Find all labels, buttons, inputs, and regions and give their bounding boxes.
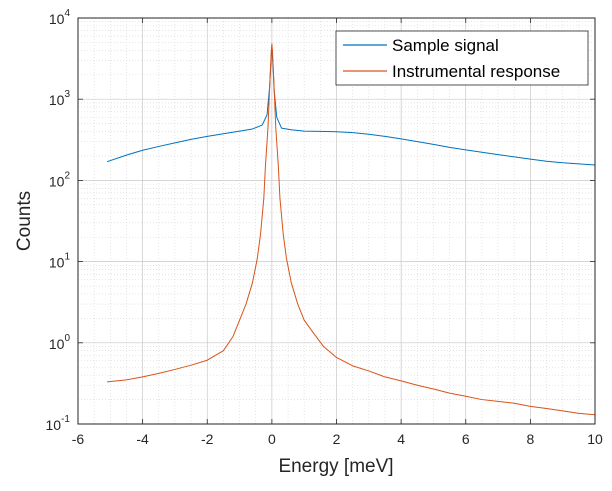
x-tick-label: 4 bbox=[397, 431, 405, 447]
y-tick-label: 103 bbox=[49, 89, 71, 108]
series-layer bbox=[106, 43, 596, 416]
x-tick-label: -2 bbox=[201, 431, 214, 447]
x-tick-label: 6 bbox=[462, 431, 470, 447]
x-tick-label: 8 bbox=[526, 431, 534, 447]
legend-label-sample-signal: Sample signal bbox=[392, 36, 499, 55]
series-line-instrumental-response bbox=[107, 43, 596, 416]
legend-box bbox=[335, 30, 589, 86]
y-tick-label: 104 bbox=[49, 8, 71, 27]
x-tick-label: 0 bbox=[268, 431, 276, 447]
x-axis-label: Energy [meV] bbox=[278, 456, 393, 477]
x-tick-label: -4 bbox=[136, 431, 149, 447]
legend: Sample signal Instrumental response bbox=[335, 30, 589, 86]
y-tick-label: 100 bbox=[49, 333, 71, 352]
y-axis-label: Counts bbox=[14, 191, 35, 251]
legend-label-instrumental-response: Instrumental response bbox=[392, 62, 560, 81]
y-tick-label: 102 bbox=[49, 170, 71, 189]
series-line-sample-signal bbox=[106, 45, 596, 166]
x-tick-label: -6 bbox=[72, 431, 85, 447]
tick-layer: -6 -4 -2 0 2 4 6 8 10 10-1 100 101 102 103 104 bbox=[46, 8, 603, 447]
y-tick-label: 10-1 bbox=[46, 414, 71, 433]
x-tick-label: 2 bbox=[333, 431, 341, 447]
x-tick-label: 10 bbox=[587, 431, 603, 447]
y-tick-label: 101 bbox=[49, 252, 71, 271]
